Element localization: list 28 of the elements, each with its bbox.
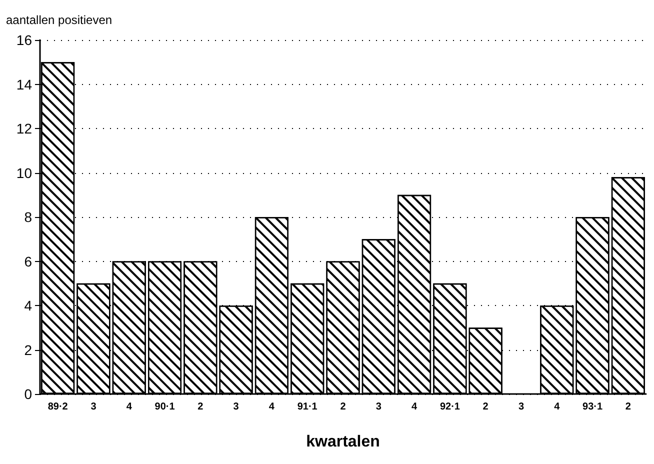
x-tick-label: 2 (482, 402, 489, 412)
x-tick-label: 3 (233, 402, 240, 412)
x-tick-label: 4 (412, 402, 418, 412)
x-tick-label: 91·1 (297, 402, 318, 412)
y-tick-label: 8 (24, 209, 32, 225)
x-tick-label: 4 (126, 402, 132, 412)
x-tick-label: 92·1 (440, 402, 460, 412)
x-tick-label: 2 (340, 402, 346, 412)
x-tick-label: 4 (554, 402, 560, 412)
y-tick-label: 16 (16, 32, 32, 48)
x-tick-label: 90·1 (154, 402, 176, 412)
y-tick-label: 4 (24, 298, 32, 314)
y-tick-label: 10 (16, 164, 32, 181)
y-axis-title: aantallen positieven (6, 13, 112, 27)
y-tick-label: 2 (24, 342, 32, 358)
y-tick-label: 12 (16, 120, 32, 136)
x-tick-label: 3 (376, 402, 382, 412)
x-tick-label: 3 (90, 402, 97, 412)
x-tick-label: 2 (625, 402, 632, 412)
x-tick-label: 4 (268, 402, 275, 412)
x-tick-label: 2 (198, 402, 204, 412)
x-tick-label: 3 (518, 402, 524, 412)
x-tick-label: 89·2 (48, 402, 68, 412)
y-tick-label: 6 (24, 253, 32, 270)
y-tick-label: 0 (24, 386, 32, 402)
y-tick-label: 14 (16, 76, 32, 92)
x-axis-title: kwartalen (306, 434, 380, 450)
x-tick-label: 93·1 (582, 402, 603, 412)
